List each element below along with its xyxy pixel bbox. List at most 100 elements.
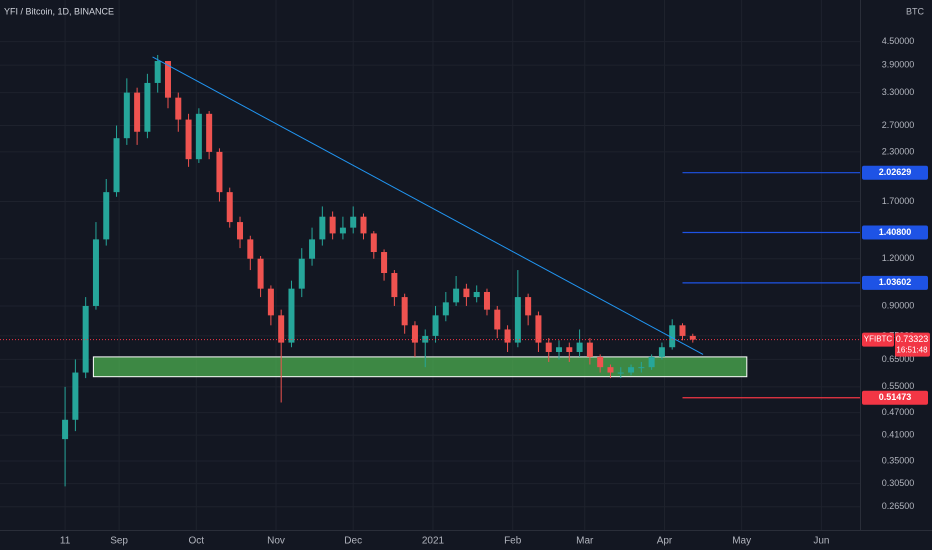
candle-body	[422, 335, 429, 343]
x-tick-label: Feb	[504, 536, 522, 547]
y-tick-label: 1.20000	[882, 253, 915, 263]
candle-body	[514, 297, 521, 343]
symbol-badge	[862, 332, 894, 347]
candle-body	[298, 258, 305, 289]
y-tick-label: 2.30000	[882, 146, 915, 156]
candle-body	[391, 273, 398, 298]
candle-body	[82, 305, 89, 373]
candle-body	[586, 342, 593, 357]
candle-body	[525, 297, 532, 316]
y-tick-label: 0.90000	[882, 300, 915, 310]
candle-body	[360, 216, 367, 234]
level-badge	[862, 225, 928, 240]
candle-body	[309, 239, 316, 259]
y-tick-label: 3.90000	[882, 60, 915, 70]
candle-body	[597, 356, 604, 368]
candle-body	[72, 372, 79, 420]
x-tick-label: Oct	[189, 536, 205, 547]
candle-body	[257, 258, 264, 289]
level-label: 1.03602	[879, 277, 912, 287]
candle-body	[164, 61, 171, 98]
x-tick-label: Dec	[344, 536, 362, 547]
x-tick-label: 11	[60, 536, 71, 547]
y-tick-label: 1.70000	[882, 196, 915, 206]
support-zone	[92, 356, 748, 378]
candle-body	[545, 342, 552, 352]
candle-body	[175, 97, 182, 120]
candle-body	[134, 92, 141, 132]
level-badge	[862, 390, 928, 405]
candle-body	[442, 302, 449, 316]
candle-body	[607, 367, 614, 373]
candle-body	[370, 233, 377, 253]
candle-body	[339, 227, 346, 234]
y-tick-label: 0.35000	[882, 455, 915, 465]
candle-body	[350, 216, 357, 228]
price-badge	[895, 332, 930, 357]
candle-body	[504, 329, 511, 343]
candle-body	[103, 192, 110, 240]
candle-body	[278, 315, 285, 343]
candle-body	[195, 113, 202, 160]
x-tick-label: May	[732, 536, 751, 547]
candle-body	[648, 356, 655, 368]
candle-body	[411, 325, 418, 343]
candle-body	[535, 315, 542, 343]
x-tick-label: Mar	[576, 536, 594, 547]
level-badge	[862, 275, 928, 290]
y-tick-label: 3.30000	[882, 87, 915, 97]
y-tick-label: 4.50000	[882, 36, 915, 46]
level-label: 1.40800	[879, 227, 912, 237]
candle-body	[463, 288, 470, 298]
candle-body	[247, 239, 254, 259]
candle-body	[669, 325, 676, 348]
candle-body	[154, 61, 161, 83]
candle-body	[329, 216, 336, 234]
candle-body	[473, 291, 480, 298]
candle-body	[638, 367, 645, 369]
last-price-label: 0.73323	[896, 334, 929, 344]
candle-body	[679, 325, 686, 336]
x-tick-label: Nov	[267, 536, 285, 547]
candle-body	[144, 82, 151, 132]
candle-body	[576, 342, 583, 352]
candle-body	[566, 347, 573, 352]
candle-body	[92, 239, 99, 306]
candle-body	[185, 119, 192, 160]
candle-body	[123, 92, 130, 139]
y-tick-label: 0.47000	[882, 407, 915, 417]
candle-body	[62, 419, 69, 440]
x-tick-label: Sep	[110, 536, 128, 547]
candle-body	[237, 222, 244, 240]
candle-body	[401, 297, 408, 326]
candle-body	[319, 216, 326, 240]
candle-body	[628, 367, 635, 373]
candle-body	[216, 151, 223, 193]
y-tick-label: 0.55000	[882, 381, 915, 391]
x-tick-label: Apr	[657, 536, 673, 547]
countdown-label: 16:51:48	[896, 346, 928, 355]
candle-body	[381, 252, 388, 274]
y-tick-label: 0.65000	[882, 354, 915, 364]
x-tick-label: 2021	[422, 536, 445, 547]
trendline	[152, 56, 704, 355]
y-tick-label: 0.26500	[882, 501, 915, 511]
y-tick-label: 0.30500	[882, 478, 915, 488]
candle-body	[453, 288, 460, 303]
candle-body	[658, 347, 665, 357]
symbol-label: YFIBTC	[864, 335, 893, 344]
candle-body	[556, 347, 563, 352]
x-tick-label: Jun	[813, 536, 829, 547]
currency-label[interactable]: BTC	[906, 6, 925, 16]
level-label: 2.02629	[879, 167, 912, 177]
candle-body	[113, 138, 120, 193]
candle-body	[689, 335, 696, 340]
candle-body	[432, 315, 439, 336]
candle-body	[617, 372, 624, 374]
candle-body	[226, 192, 233, 223]
candle-body	[483, 291, 490, 310]
y-tick-label: 2.70000	[882, 120, 915, 130]
candle-body	[494, 309, 501, 330]
